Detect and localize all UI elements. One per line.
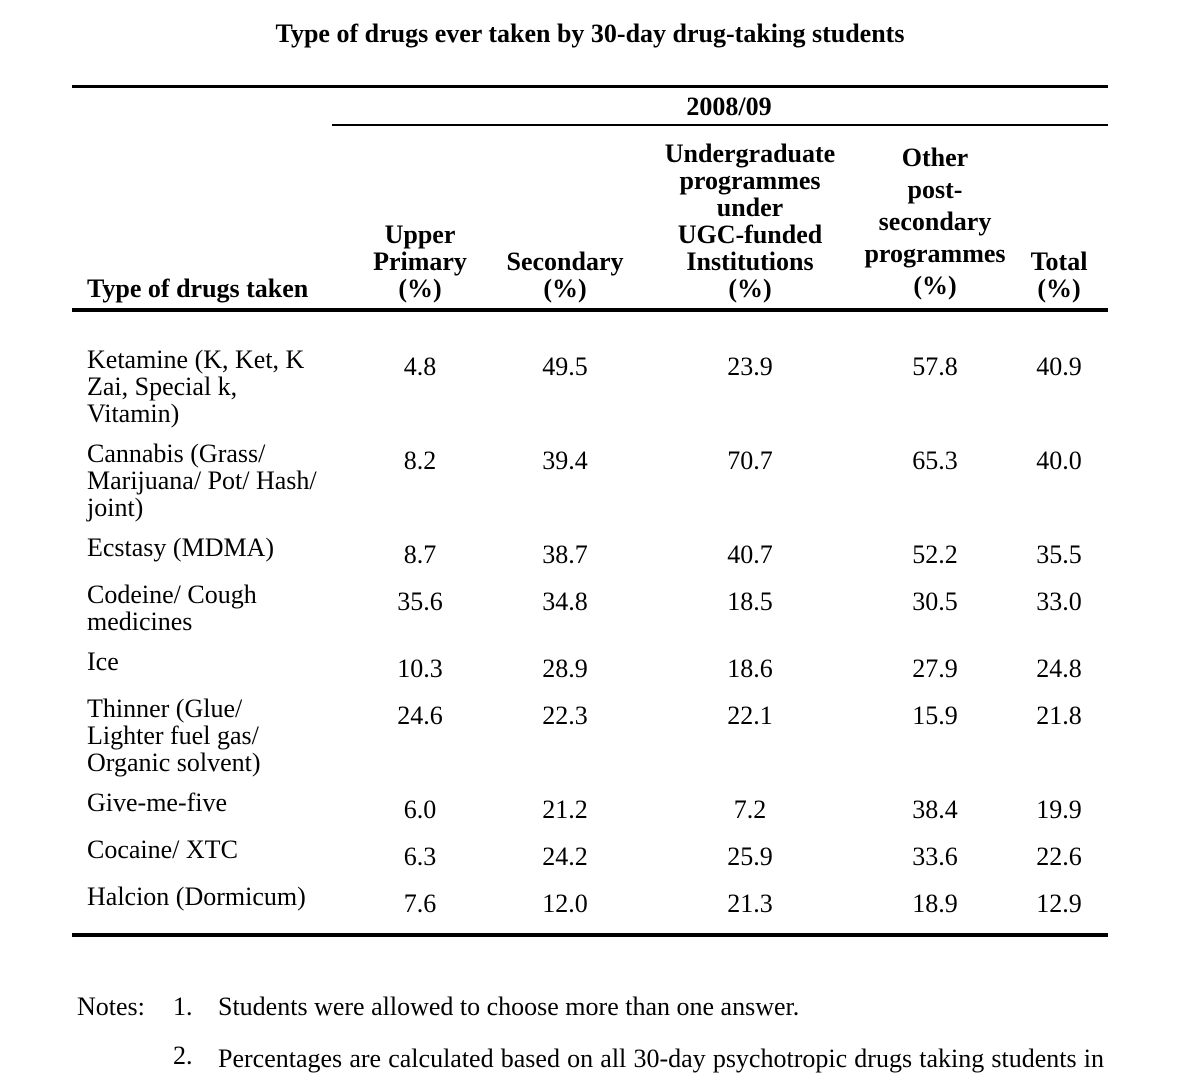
value-cell: 22.3 [542, 701, 588, 730]
value-cell: 18.6 [727, 654, 773, 683]
value-cell: 38.4 [912, 795, 958, 824]
column-header-total: Total (%) [1010, 125, 1108, 312]
value-cell: 7.2 [733, 795, 767, 824]
value-cell: 22.6 [1036, 842, 1082, 871]
value-cell: 15.9 [912, 701, 958, 730]
value-cell: 21.2 [542, 795, 588, 824]
value-cell: 10.3 [397, 654, 443, 683]
table-row-thinner: Thinner (Glue/ Lighter fuel gas/ Organic… [72, 683, 1108, 777]
value-cell: 18.5 [727, 587, 773, 616]
value-cell: 6.0 [403, 795, 437, 824]
table-row-cannabis: Cannabis (Grass/ Marijuana/ Pot/ Hash/ j… [72, 428, 1108, 522]
column-header-undergraduate-ugc: Undergraduate programmes under UGC-funde… [640, 125, 860, 312]
note-number: 1. [173, 992, 193, 1021]
column-header-upper-primary: Upper Primary (%) [350, 125, 490, 312]
value-cell: 21.3 [640, 871, 860, 937]
table-row-ketamine: Ketamine (K, Ket, K Zai, Special k, Vita… [72, 310, 1108, 428]
drug-name-cell: Ecstasy (MDMA) [87, 533, 275, 562]
drug-name-cell: Thinner (Glue/ Lighter fuel gas/ Organic… [87, 694, 261, 777]
column-header-drug-type: Type of drugs taken [72, 125, 350, 312]
table-row-ecstasy: Ecstasy (MDMA) 8.7 38.7 40.7 52.2 35.5 [72, 522, 1108, 569]
value-cell: 35.6 [397, 587, 443, 616]
value-cell: 8.7 [403, 540, 437, 569]
note-number: 2. [173, 1041, 193, 1070]
value-cell: 33.6 [912, 842, 958, 871]
value-cell: 24.8 [1036, 654, 1082, 683]
value-cell: 22.1 [727, 701, 773, 730]
drug-name-cell: Codeine/ Cough medicines [87, 580, 257, 636]
year-header: 2008/09 [332, 86, 1108, 126]
drug-name-cell: Cocaine/ XTC [87, 835, 238, 864]
table-title: Type of drugs ever taken by 30-day drug-… [275, 19, 905, 48]
value-cell: 65.3 [912, 446, 958, 475]
value-cell: 34.8 [542, 587, 588, 616]
value-cell: 6.3 [403, 842, 437, 871]
drug-name-cell: Give-me-five [87, 788, 228, 817]
note-item-1: Notes: 1. Students were allowed to choos… [77, 991, 1200, 1022]
value-cell: 39.4 [542, 446, 588, 475]
value-cell: 40.0 [1036, 446, 1082, 475]
notes-section: Notes: 1. Students were allowed to choos… [77, 991, 1200, 1084]
value-cell: 24.6 [397, 701, 443, 730]
value-cell: 28.9 [542, 654, 588, 683]
year-header-spacer [72, 87, 350, 126]
note-text: Percentages are calculated based on all … [218, 1044, 1104, 1084]
year-header-row: 2008/09 [72, 86, 1108, 126]
value-cell: 38.7 [542, 540, 588, 569]
value-cell: 18.9 [860, 871, 1010, 937]
note-text: Students were allowed to choose more tha… [218, 992, 800, 1021]
value-cell: 12.9 [1010, 871, 1108, 937]
value-cell: 52.2 [912, 540, 958, 569]
value-cell: 19.9 [1036, 795, 1082, 824]
column-header-row: Type of drugs taken Upper Primary (%) Se… [72, 125, 1108, 312]
column-header-secondary: Secondary (%) [490, 125, 640, 312]
value-cell: 4.8 [403, 352, 437, 381]
value-cell: 57.8 [912, 352, 958, 381]
value-cell: 40.9 [1036, 352, 1082, 381]
drug-name-cell: Ice [87, 647, 119, 676]
value-cell: 25.9 [727, 842, 773, 871]
value-cell: 70.7 [727, 446, 773, 475]
table-row-give-me-five: Give-me-five 6.0 21.2 7.2 38.4 19.9 [72, 777, 1108, 824]
value-cell: 33.0 [1036, 587, 1082, 616]
value-cell: 40.7 [727, 540, 773, 569]
value-cell: 7.6 [350, 871, 490, 937]
drug-statistics-table: 2008/09 Type of drugs taken Upper Primar… [72, 85, 1108, 937]
value-cell: 35.5 [1036, 540, 1082, 569]
drug-name-cell: Halcion (Dormicum) [72, 871, 350, 937]
value-cell: 30.5 [912, 587, 958, 616]
table-row-codeine: Codeine/ Cough medicines 35.6 34.8 18.5 … [72, 569, 1108, 636]
value-cell: 49.5 [542, 352, 588, 381]
column-header-other-post-secondary: Other post- secondary programmes (%) [860, 125, 1010, 312]
note-item-2: 2. Percentages are calculated based on a… [77, 1040, 1200, 1084]
value-cell: 27.9 [912, 654, 958, 683]
value-cell: 12.0 [490, 871, 640, 937]
value-cell: 8.2 [403, 446, 437, 475]
table-row-ice: Ice 10.3 28.9 18.6 27.9 24.8 [72, 636, 1108, 683]
drug-name-cell: Ketamine (K, Ket, K Zai, Special k, Vita… [87, 345, 305, 428]
value-cell: 24.2 [542, 842, 588, 871]
table-row-halcion: Halcion (Dormicum) 7.6 12.0 21.3 18.9 12… [72, 871, 1108, 937]
notes-label: Notes: [77, 992, 145, 1021]
table-row-cocaine: Cocaine/ XTC 6.3 24.2 25.9 33.6 22.6 [72, 824, 1108, 871]
drug-name-cell: Cannabis (Grass/ Marijuana/ Pot/ Hash/ j… [87, 439, 317, 522]
value-cell: 21.8 [1036, 701, 1082, 730]
value-cell: 23.9 [727, 352, 773, 381]
